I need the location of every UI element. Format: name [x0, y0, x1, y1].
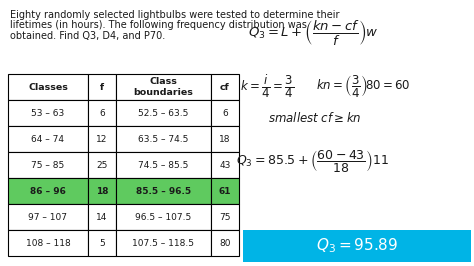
Text: $kn = \left(\dfrac{3}{4}\right)\!80{=}60$: $kn = \left(\dfrac{3}{4}\right)\!80{=}60… [316, 73, 410, 99]
Text: 53 – 63: 53 – 63 [31, 109, 64, 118]
Bar [116, 100, 211, 126]
Bar [116, 152, 211, 178]
Bar [8, 74, 88, 100]
Bar [8, 178, 88, 204]
Text: 43: 43 [219, 160, 231, 169]
Text: 5: 5 [99, 239, 105, 247]
Bar [8, 204, 88, 230]
Text: Eighty randomly selected lightbulbs were tested to determine their: Eighty randomly selected lightbulbs were… [10, 10, 339, 20]
Bar [8, 100, 88, 126]
Bar [88, 100, 116, 126]
Bar [88, 74, 116, 100]
Text: Class
boundaries: Class boundaries [134, 77, 193, 97]
Bar [8, 126, 88, 152]
Text: $Q_3 = 85.5 + \left(\dfrac{60 - 43}{18}\right)11$: $Q_3 = 85.5 + \left(\dfrac{60 - 43}{18}\… [236, 148, 389, 174]
Text: f: f [100, 82, 104, 92]
Text: 18: 18 [219, 135, 231, 143]
Text: cf: cf [220, 82, 230, 92]
Text: 6: 6 [99, 109, 105, 118]
Bar [211, 178, 239, 204]
Bar [211, 204, 239, 230]
Bar [88, 204, 116, 230]
Text: 75: 75 [219, 213, 231, 222]
Bar [88, 230, 116, 256]
Text: obtained. Find Q3, D4, and P70.: obtained. Find Q3, D4, and P70. [10, 31, 165, 41]
Text: 12: 12 [96, 135, 108, 143]
Text: Classes: Classes [28, 82, 68, 92]
Bar [116, 126, 211, 152]
Text: 6: 6 [222, 109, 228, 118]
Bar [116, 74, 211, 100]
Bar [243, 230, 471, 262]
Bar [211, 152, 239, 178]
Bar [88, 152, 116, 178]
Bar [116, 204, 211, 230]
Text: 64 – 74: 64 – 74 [31, 135, 64, 143]
Text: 52.5 – 63.5: 52.5 – 63.5 [138, 109, 189, 118]
Text: lifetimes (in hours). The following frequency distribution was: lifetimes (in hours). The following freq… [10, 20, 307, 31]
Text: 74.5 – 85.5: 74.5 – 85.5 [138, 160, 189, 169]
Text: 25: 25 [96, 160, 108, 169]
Text: smallest $cf \geq kn$: smallest $cf \geq kn$ [268, 111, 362, 125]
Text: 75 – 85: 75 – 85 [31, 160, 64, 169]
Text: 61: 61 [219, 186, 231, 196]
Text: $k = \dfrac{i}{4} = \dfrac{3}{4}$: $k = \dfrac{i}{4} = \dfrac{3}{4}$ [240, 73, 294, 100]
Text: 97 – 107: 97 – 107 [28, 213, 67, 222]
Text: 14: 14 [96, 213, 108, 222]
Bar [211, 126, 239, 152]
Bar [211, 100, 239, 126]
Bar [116, 230, 211, 256]
Bar [116, 178, 211, 204]
Text: 63.5 – 74.5: 63.5 – 74.5 [138, 135, 189, 143]
Bar [8, 152, 88, 178]
Text: 107.5 – 118.5: 107.5 – 118.5 [133, 239, 194, 247]
Text: 85.5 – 96.5: 85.5 – 96.5 [136, 186, 191, 196]
Text: 86 – 96: 86 – 96 [30, 186, 66, 196]
Bar [211, 74, 239, 100]
Bar [8, 230, 88, 256]
Text: 18: 18 [96, 186, 108, 196]
Bar [88, 126, 116, 152]
Bar [211, 230, 239, 256]
Text: $Q_3 = 95.89$: $Q_3 = 95.89$ [316, 237, 398, 255]
Text: $Q_3 = L + \left(\dfrac{kn - cf}{f}\right)w$: $Q_3 = L + \left(\dfrac{kn - cf}{f}\righ… [248, 18, 379, 47]
Text: 80: 80 [219, 239, 231, 247]
Bar [88, 178, 116, 204]
Text: 96.5 – 107.5: 96.5 – 107.5 [136, 213, 191, 222]
Text: 108 – 118: 108 – 118 [26, 239, 70, 247]
